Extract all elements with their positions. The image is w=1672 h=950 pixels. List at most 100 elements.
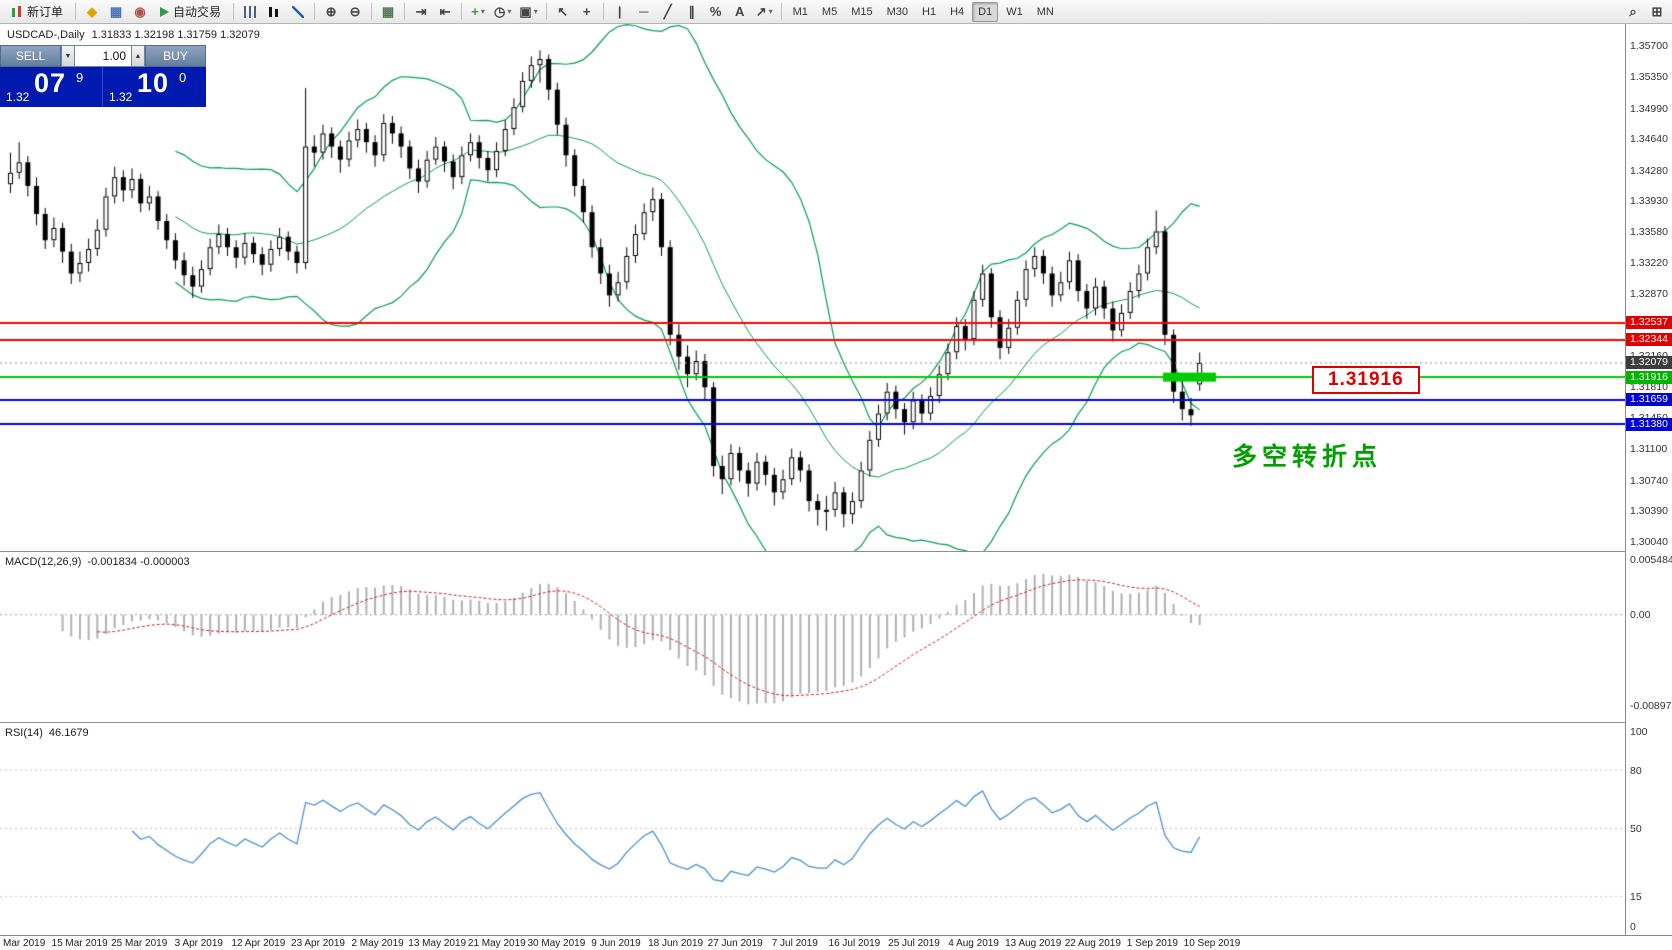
price-tick: 1.34990	[1630, 102, 1668, 115]
candlestick-chart-icon[interactable]	[263, 2, 285, 22]
zoom-window-icon[interactable]: ⊞	[1646, 2, 1668, 22]
buy-price-point: 0	[179, 70, 187, 85]
date-label: 13 Aug 2019	[1005, 938, 1062, 949]
ohlc-values: 1.31833 1.32198 1.31759 1.32079	[91, 29, 260, 41]
macd-scale-tick: -0.008973	[1630, 700, 1672, 713]
bar-chart-icon[interactable]	[239, 2, 261, 22]
tf-m15[interactable]: M15	[845, 2, 878, 22]
text-icon[interactable]: A	[729, 2, 751, 22]
line-chart-icon[interactable]	[287, 2, 309, 22]
tf-w1[interactable]: W1	[1000, 2, 1029, 22]
macd-panel-separator[interactable]	[0, 551, 1672, 552]
tf-m5[interactable]: M5	[816, 2, 843, 22]
trendline-icon[interactable]: ╱	[657, 2, 679, 22]
zoom-in-icon[interactable]: ⊕	[320, 2, 342, 22]
chart-shift-icon[interactable]: ⇤	[434, 2, 456, 22]
autotrading-icon	[160, 6, 170, 17]
cursor-icon[interactable]: ↖	[552, 2, 574, 22]
price-level-tag: 1.31380	[1626, 417, 1672, 431]
crosshair-icon[interactable]: +	[576, 2, 598, 22]
buy-price[interactable]: 1.32 10 0	[103, 67, 206, 107]
horizontal-line-icon: ─	[639, 4, 649, 19]
tf-m1[interactable]: M1	[787, 2, 814, 22]
price-tick: 1.35700	[1630, 40, 1668, 53]
toolbar: 新订单 ◆ ▦ ◉ 自动交易 ⊕ ⊖ ▦ ⇥ ⇤ + ▾ ◷ ▾ ▣ ▾ ↖ + | ─ ╱ ∥% A ↗ ▾ M1 M5 M15 M3…	[0, 0, 1672, 24]
price-tick: 1.34280	[1630, 164, 1668, 177]
volume-increase-button[interactable]: ▲	[131, 45, 145, 67]
periods-icon[interactable]: ◷ ▾	[491, 2, 514, 22]
market-watch-icon[interactable]: ◆	[81, 2, 103, 22]
price-tick: 1.33580	[1630, 225, 1668, 238]
price-tick: 1.30390	[1630, 505, 1668, 518]
templates-icon[interactable]: ▣ ▾	[516, 2, 540, 22]
rsi-panel-canvas[interactable]	[0, 723, 1625, 935]
price-level-tag: 1.32079	[1626, 356, 1672, 370]
data-window-icon: ▦	[109, 3, 123, 19]
date-label: 9 Jun 2019	[591, 938, 641, 949]
date-label: 7 Jul 2019	[771, 938, 818, 949]
tf-h4[interactable]: H4	[944, 2, 970, 22]
tf-mn[interactable]: MN	[1031, 2, 1060, 22]
price-chart-canvas[interactable]	[0, 24, 1625, 551]
rsi-panel-separator[interactable]	[0, 722, 1672, 723]
price-tick: 1.31810	[1630, 380, 1668, 393]
autotrading-button-label: 自动交易	[173, 5, 222, 19]
support-level-callout[interactable]: 1.31916	[1312, 366, 1420, 394]
fibonacci-icon[interactable]: %	[705, 2, 727, 22]
date-label: 25 Jul 2019	[888, 938, 940, 949]
dropdown-caret: ▾	[533, 7, 538, 16]
toolbar-separator	[602, 3, 604, 20]
tile-windows-icon: ▦	[381, 3, 395, 19]
price-scale[interactable]: 1.35700 1.35350 1.34990 1.34640 1.34280 1.339…	[1625, 24, 1672, 935]
macd-scale-tick: 0.00	[1630, 609, 1651, 622]
new-order-button[interactable]: 新订单	[4, 2, 70, 22]
new-order-button-label: 新订单	[27, 5, 64, 19]
vertical-line-icon: |	[617, 4, 622, 19]
horizontal-line-icon[interactable]: ─	[633, 2, 655, 22]
periods-icon: ◷	[494, 3, 506, 19]
date-label: 5 Mar 2019	[0, 938, 46, 949]
autotrading-button[interactable]: 自动交易	[153, 2, 228, 22]
indicators-icon[interactable]: + ▾	[467, 2, 489, 22]
data-window-icon[interactable]: ▦	[105, 2, 127, 22]
date-label: 21 May 2019	[467, 938, 526, 949]
macd-name: MACD(12,26,9)	[5, 556, 82, 568]
toolbar-separator	[545, 3, 547, 20]
date-label: 18 Jun 2019	[648, 938, 704, 949]
price-level-tag: 1.31916	[1626, 370, 1672, 384]
price-tick: 1.30040	[1630, 535, 1668, 548]
auto-scroll-icon: ⇥	[415, 3, 427, 19]
arrows-icon[interactable]: ↗ ▾	[753, 2, 776, 22]
tf-d1[interactable]: D1	[972, 1, 999, 22]
tile-windows-icon[interactable]: ▦	[377, 2, 399, 22]
turning-point-annotation[interactable]: 多空转折点	[1232, 443, 1383, 471]
date-label: 27 Jun 2019	[707, 938, 763, 949]
crosshair-icon: +	[582, 4, 591, 19]
zoom-out-icon[interactable]: ⊖	[344, 2, 366, 22]
volume-decrease-button[interactable]: ▼	[61, 45, 75, 67]
dropdown-caret: ▾	[768, 7, 773, 16]
vertical-line-icon[interactable]: |	[609, 2, 631, 22]
buy-button[interactable]: BUY	[145, 45, 206, 67]
macd-panel-canvas[interactable]	[0, 552, 1625, 722]
tf-m30[interactable]: M30	[881, 2, 914, 22]
dropdown-caret: ▾	[507, 7, 512, 16]
zoom-out-icon: ⊖	[349, 3, 361, 19]
sell-price[interactable]: 1.32 07 9	[0, 67, 103, 107]
tf-h1[interactable]: H1	[916, 2, 942, 22]
toolbar-right-group: ⌕ ⊞	[1622, 2, 1668, 22]
navigator-icon[interactable]: ◉	[129, 2, 151, 22]
find-symbol-icon[interactable]: ⌕	[1622, 2, 1644, 22]
volume-input[interactable]: 1.00	[75, 45, 131, 67]
zoom-window-icon: ⊞	[1651, 3, 1663, 19]
auto-scroll-icon[interactable]: ⇥	[410, 2, 432, 22]
find-symbol-icon: ⌕	[1629, 3, 1637, 19]
candlestick-chart-icon	[268, 5, 281, 18]
date-label: 10 Sep 2019	[1183, 938, 1241, 949]
sell-button[interactable]: SELL	[0, 45, 61, 67]
date-label: 3 Apr 2019	[174, 938, 223, 949]
price-tick: 1.31100	[1630, 443, 1668, 456]
date-label: 25 Mar 2019	[111, 938, 168, 949]
channel-icon[interactable]: ∥	[681, 2, 703, 22]
